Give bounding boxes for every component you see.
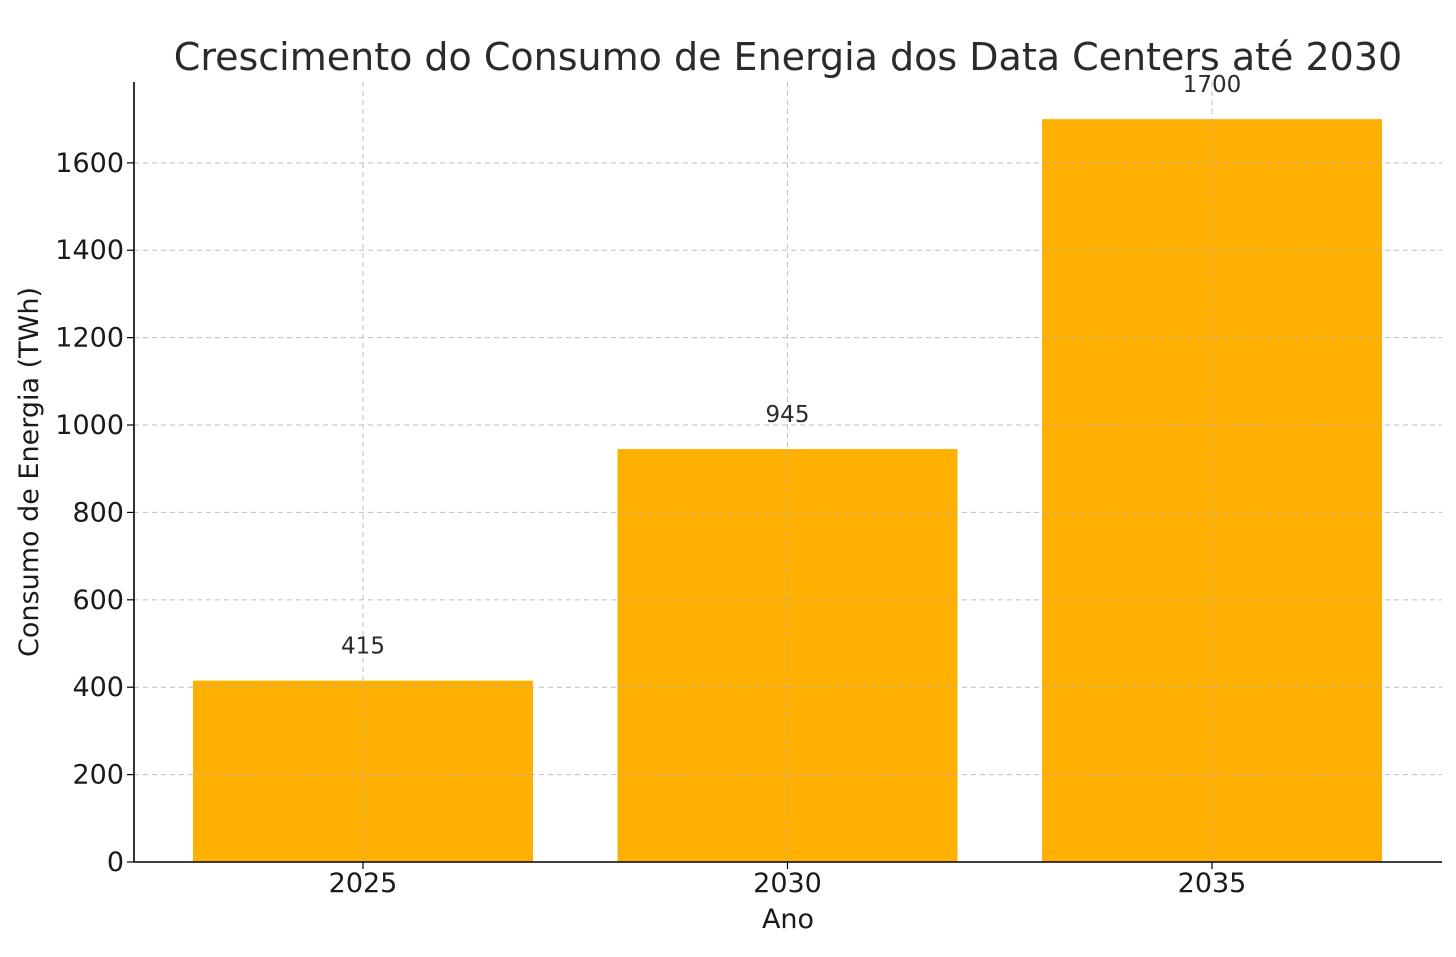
- data-labels: 415 945 1700: [341, 72, 1241, 660]
- x-tick-label: 2035: [1178, 868, 1247, 899]
- x-tick-label: 2030: [753, 868, 822, 899]
- y-tick-label: 200: [72, 760, 124, 791]
- bar: [617, 449, 958, 862]
- y-tick-label: 0: [107, 847, 124, 878]
- bar-value-label: 1700: [1183, 72, 1242, 98]
- x-tick-label: 2025: [329, 868, 398, 899]
- chart-title: Crescimento do Consumo de Energia dos Da…: [174, 35, 1402, 79]
- x-ticks: 2025 2030 2035: [329, 862, 1247, 899]
- y-tick-label: 1000: [55, 410, 124, 441]
- y-ticks: 0 200 400 600 800 1000 1200 1400 1600: [55, 148, 134, 878]
- y-tick-label: 600: [72, 585, 124, 616]
- y-tick-label: 400: [72, 672, 124, 703]
- y-tick-label: 800: [72, 497, 124, 528]
- bars: [193, 119, 1382, 862]
- y-tick-label: 1400: [55, 235, 124, 266]
- bar-value-label: 415: [341, 634, 385, 660]
- y-tick-label: 1600: [55, 148, 124, 179]
- bar-value-label: 945: [766, 402, 810, 428]
- y-tick-label: 1200: [55, 323, 124, 354]
- y-axis-title: Consumo de Energia (TWh): [14, 287, 45, 657]
- x-axis-title: Ano: [762, 904, 814, 935]
